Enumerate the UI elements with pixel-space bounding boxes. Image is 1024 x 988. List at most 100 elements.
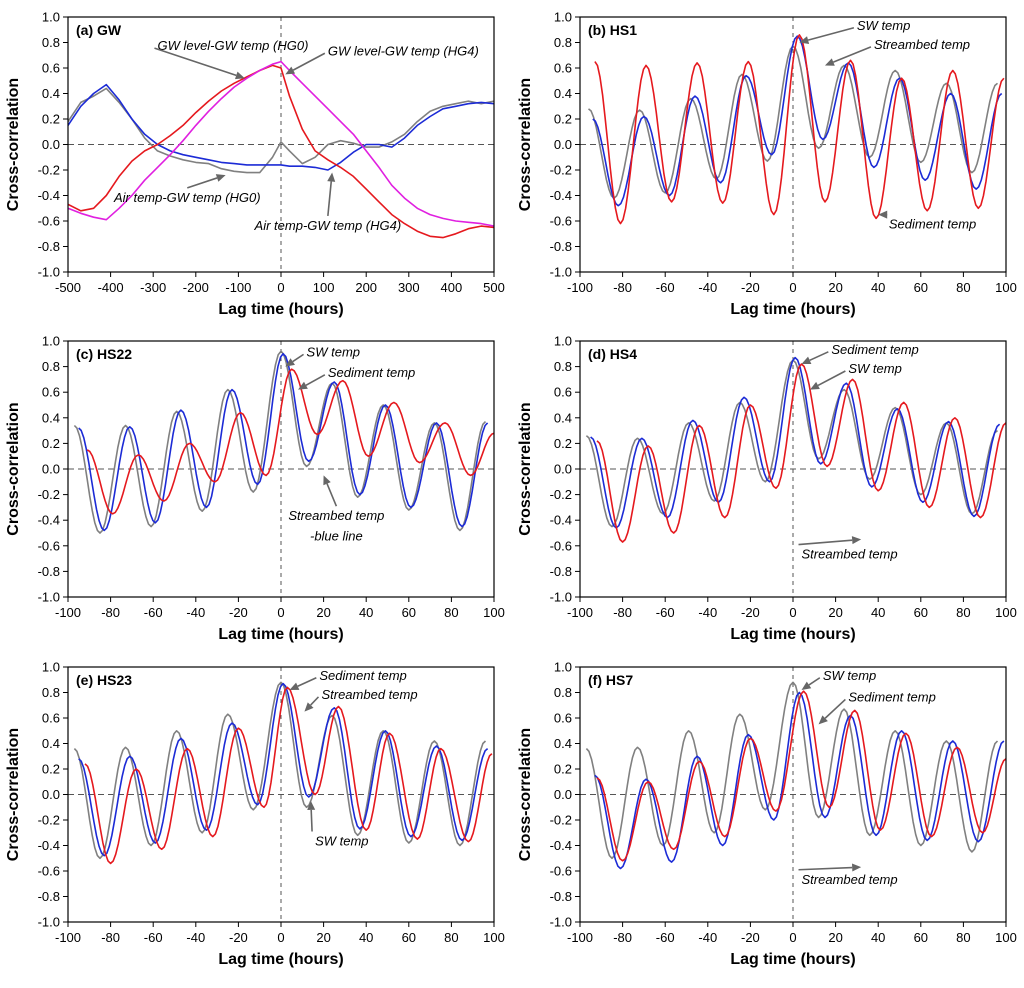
y-tick-label: 1.0 — [554, 334, 572, 349]
y-tick-label: -0.8 — [38, 239, 60, 254]
y-tick-label: -0.6 — [38, 864, 60, 879]
y-tick-label: -0.4 — [550, 513, 572, 528]
y-tick-label: 0.4 — [42, 736, 60, 751]
y-tick-label: -0.2 — [38, 163, 60, 178]
x-axis-title: Lag time (hours) — [218, 626, 343, 643]
x-tick-label: 80 — [956, 930, 970, 945]
series-line-streambed-temp — [590, 356, 1001, 529]
annotation-arrow-head — [801, 356, 812, 365]
chart-panel-a: 1.0 0.8 0.6 0.4 0.2 0.0 -0.2 -0.4 -0.6 -0.8 -1.0-5… — [5, 10, 505, 319]
x-tick-label: -80 — [101, 605, 120, 620]
series-line-streambed-temp — [78, 682, 489, 857]
series-line-gw-level-gw-temp-hg4 — [68, 60, 494, 227]
annotation-arrow-head — [878, 210, 888, 219]
x-tick-label: -80 — [613, 280, 632, 295]
y-tick-label: -0.4 — [38, 188, 60, 203]
x-tick-label: 0 — [789, 930, 796, 945]
x-tick-label: -60 — [144, 605, 163, 620]
y-tick-label: 0.2 — [554, 112, 572, 127]
y-tick-label: 1.0 — [42, 660, 60, 675]
annotation-label: Streambed temp — [288, 508, 384, 523]
x-tick-label: -100 — [55, 930, 81, 945]
annotation-arrow-head — [215, 174, 226, 182]
x-tick-label: -100 — [55, 605, 81, 620]
annotation-label: GW level-GW temp (HG0) — [157, 38, 308, 53]
y-tick-label: -0.8 — [550, 239, 572, 254]
series-line-sw-temp — [585, 359, 998, 528]
x-tick-label: -80 — [101, 930, 120, 945]
y-tick-label: 0.0 — [554, 787, 572, 802]
series-line-streambed-temp — [78, 352, 489, 532]
x-tick-label: 200 — [355, 280, 377, 295]
annotation-arrow — [798, 866, 853, 871]
y-tick-label: 0.4 — [554, 736, 572, 751]
series-line-sediment-temp — [84, 686, 493, 865]
annotation-arrow-head — [799, 36, 810, 45]
y-axis-title: Cross-correlation — [517, 78, 534, 211]
y-tick-label: 0.6 — [554, 711, 572, 726]
annotation-arrow — [832, 46, 872, 63]
x-tick-label: 100 — [995, 930, 1017, 945]
x-tick-label: -80 — [613, 930, 632, 945]
y-tick-label: 0.0 — [42, 137, 60, 152]
y-tick-label: 1.0 — [554, 660, 572, 675]
x-tick-label: 0 — [277, 605, 284, 620]
y-tick-label: 0.4 — [554, 86, 572, 101]
annotation-arrow-head — [824, 58, 835, 66]
x-tick-label: 80 — [444, 930, 458, 945]
y-tick-label: -1.0 — [550, 915, 572, 930]
series-line-air-temp-gw-temp-hg0 — [68, 87, 494, 174]
chart-panel-b: 1.0 0.8 0.6 0.4 0.2 0.0 -0.2 -0.4 -0.6 -0.8 -1.0-1… — [517, 10, 1017, 319]
y-tick-label: -0.6 — [550, 538, 572, 553]
y-tick-label: 0.2 — [42, 112, 60, 127]
annotation-arrow — [310, 809, 313, 832]
annotation-arrow — [305, 374, 326, 386]
annotation-label: SW temp — [315, 834, 368, 849]
x-tick-label: 100 — [995, 280, 1017, 295]
chart-panel-e: 1.0 0.8 0.6 0.4 0.2 0.0 -0.2 -0.4 -0.6 -0.8 -1.0-1… — [5, 660, 505, 969]
chart-panel-d: 1.0 0.8 0.6 0.4 0.2 0.0 -0.2 -0.4 -0.6 -0.8 -1.0-1… — [517, 334, 1017, 644]
series-line-air-temp-gw-temp-hg4 — [68, 83, 494, 171]
annotation-arrow — [292, 52, 326, 71]
x-tick-label: -500 — [55, 280, 81, 295]
x-tick-label: 80 — [956, 280, 970, 295]
x-axis-title: Lag time (hours) — [730, 626, 855, 643]
x-tick-label: 0 — [277, 280, 284, 295]
y-tick-label: 0.4 — [42, 410, 60, 425]
y-tick-label: 0.4 — [42, 86, 60, 101]
y-tick-label: -0.2 — [550, 813, 572, 828]
y-tick-label: -0.6 — [38, 214, 60, 229]
annotation-label: Air temp-GW temp (HG0) — [113, 190, 261, 205]
y-tick-label: -0.4 — [38, 838, 60, 853]
series-line-streambed-temp — [592, 35, 1003, 207]
annotation-arrow — [327, 181, 333, 217]
x-tick-label: -400 — [98, 280, 124, 295]
x-tick-label: -80 — [613, 605, 632, 620]
panel-label: (b) HS1 — [588, 22, 637, 38]
x-tick-label: 40 — [359, 930, 373, 945]
annotation-arrow-head — [304, 702, 314, 712]
annotation-label: SW temp — [857, 18, 910, 33]
y-tick-label: 0.8 — [42, 359, 60, 374]
y-tick-label: 1.0 — [42, 10, 60, 25]
x-tick-label: -20 — [741, 930, 760, 945]
y-tick-label: 0.2 — [42, 436, 60, 451]
x-tick-label: 60 — [402, 605, 416, 620]
annotation-label: Sediment temp — [831, 342, 918, 357]
series-line-sediment-temp — [594, 34, 1005, 225]
y-tick-label: 0.4 — [554, 410, 572, 425]
y-tick-label: 0.8 — [554, 685, 572, 700]
x-tick-label: 20 — [828, 605, 842, 620]
annotation-arrow-head — [234, 71, 245, 80]
annotation-arrow — [326, 483, 338, 507]
y-tick-label: -0.2 — [550, 487, 572, 502]
y-tick-label: 0.6 — [554, 385, 572, 400]
x-axis-title: Lag time (hours) — [218, 301, 343, 318]
annotation-arrow-head — [818, 715, 828, 725]
y-tick-label: -0.8 — [38, 889, 60, 904]
annotation-label: -blue line — [310, 529, 363, 544]
x-tick-label: 300 — [398, 280, 420, 295]
series-line-sw-temp — [73, 350, 487, 534]
annotation-arrow-head — [810, 381, 820, 390]
panel-label: (f) HS7 — [588, 672, 633, 688]
